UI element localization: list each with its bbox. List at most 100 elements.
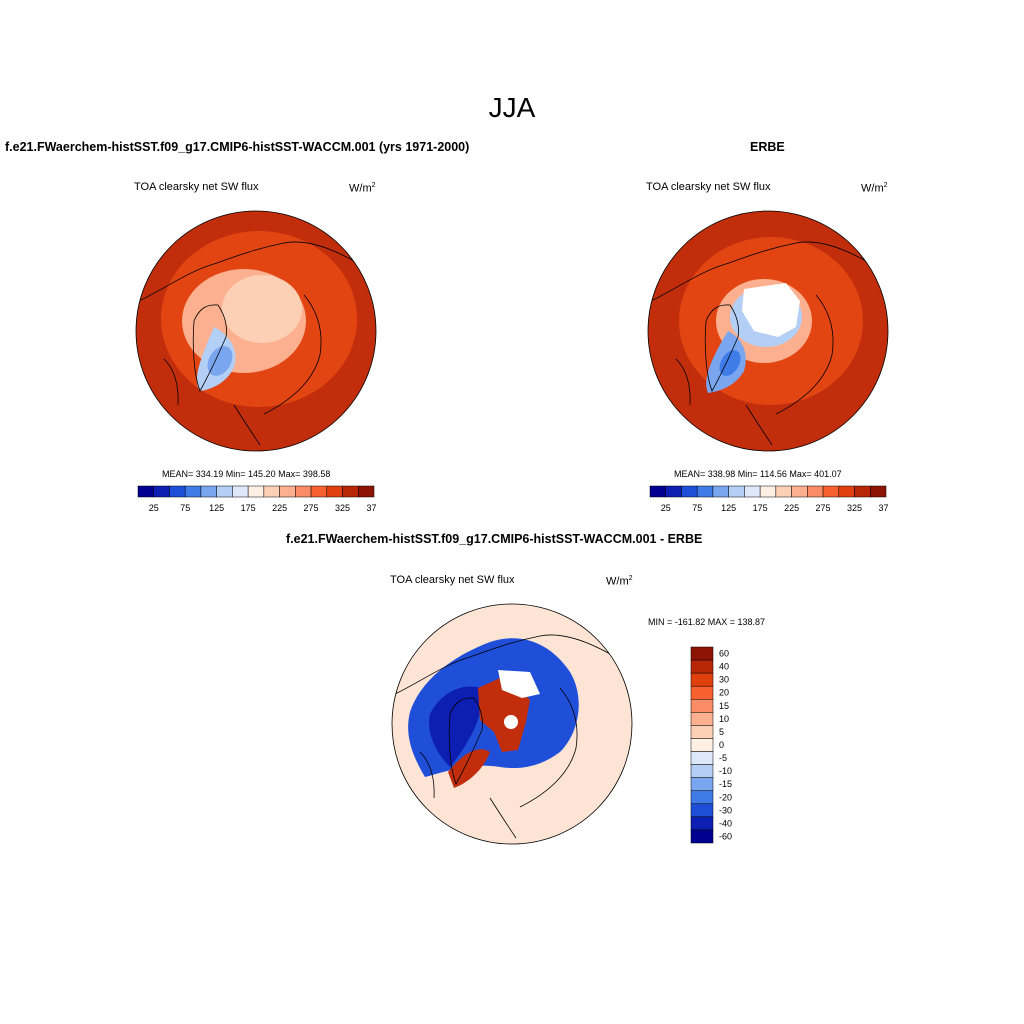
colorbar-tick-label: 225 — [784, 503, 799, 513]
colorbar-tick-label: 5 — [719, 727, 724, 737]
colorbar-box — [279, 485, 296, 498]
colorbar-box — [712, 485, 729, 498]
colorbar-box — [690, 751, 714, 765]
colorbar-tick-label: 175 — [753, 503, 768, 513]
colorbar-tick-label: 15 — [719, 701, 729, 711]
figure-title: JJA — [488, 92, 536, 123]
colorbar-tick-label: 75 — [692, 503, 702, 513]
panel2-stats: MEAN= 338.98 Min= 114.56 Max= 401.07 — [674, 469, 842, 479]
colorbar-box — [690, 646, 714, 661]
colorbar-box — [690, 672, 714, 687]
colorbar-box — [200, 485, 217, 498]
panel3-colorbar: 60 40 30 20 15 10 5 0 -5 -10 -15 -20 -30 -40 -60 — [690, 646, 732, 844]
panel1-coastlines — [138, 241, 355, 446]
colorbar-tick-label: 375 — [366, 503, 376, 513]
colorbar-tick-label: 30 — [719, 675, 729, 685]
colorbar-tick-label: -60 — [719, 831, 732, 841]
panel2-units: W/m2 — [861, 182, 888, 195]
colorbar-box — [744, 485, 761, 498]
panel2-colorbar: 25 75 125 175 225 275 325 375 — [649, 485, 888, 513]
panel2-map-border — [647, 210, 889, 452]
panel3-positive-core — [478, 678, 530, 752]
colorbar-box — [690, 777, 714, 791]
colorbar-tick-label: 175 — [241, 503, 256, 513]
colorbar-tick-label: 25 — [149, 503, 159, 513]
colorbar-box — [295, 485, 312, 498]
panel3-positive-streak — [448, 749, 490, 788]
colorbar-box — [728, 485, 745, 498]
colorbar-box — [690, 829, 714, 844]
colorbar-box — [690, 699, 714, 713]
colorbar-box — [870, 485, 887, 498]
panel3-coastlines — [394, 634, 611, 839]
colorbar-box — [690, 738, 714, 752]
panel3-pole-hole — [504, 715, 518, 729]
panel1-stats: MEAN= 334.19 Min= 145.20 Max= 398.58 — [162, 469, 331, 479]
panel3-units: W/m2 — [606, 575, 633, 588]
panel1-colorbar: 25 75 125 175 225 275 325 375 — [137, 485, 376, 513]
colorbar-box — [184, 485, 202, 498]
colorbar-box — [838, 485, 855, 498]
panel1-greenland-core — [207, 346, 233, 376]
colorbar-box — [690, 685, 714, 700]
colorbar-tick-label: 375 — [878, 503, 888, 513]
colorbar-tick-label: 225 — [272, 503, 287, 513]
colorbar-box — [263, 485, 280, 498]
colorbar-tick-label: -30 — [719, 805, 732, 815]
colorbar-tick-label: 325 — [335, 503, 350, 513]
colorbar-box — [690, 712, 714, 726]
colorbar-tick-label: 125 — [721, 503, 736, 513]
panel2-coastlines — [650, 241, 867, 446]
colorbar-box — [690, 803, 714, 818]
panel1-variable-label: TOA clearsky net SW flux — [134, 181, 259, 193]
panel3-case-title: f.e21.FWaerchem-histSST.f09_g17.CMIP6-hi… — [286, 532, 703, 546]
colorbar-tick-label: -20 — [719, 792, 732, 802]
panel1-pale-field — [222, 275, 302, 343]
colorbar-box — [690, 816, 714, 831]
colorbar-box — [169, 485, 186, 498]
colorbar-box — [310, 485, 328, 498]
colorbar-box — [690, 790, 714, 805]
colorbar-box — [137, 485, 154, 498]
colorbar-tick-label: 20 — [719, 688, 729, 698]
colorbar-box — [649, 485, 666, 498]
colorbar-tick-label: -15 — [719, 779, 732, 789]
panel2-missing-field — [742, 283, 800, 337]
colorbar-tick-label: 60 — [719, 649, 729, 659]
colorbar-box — [807, 485, 824, 498]
panel2-greenland-core — [719, 350, 741, 376]
colorbar-box — [690, 725, 714, 739]
colorbar-box — [247, 485, 265, 498]
colorbar-box — [822, 485, 840, 498]
colorbar-tick-label: 275 — [816, 503, 831, 513]
colorbar-box — [216, 485, 233, 498]
panel1-map-border — [135, 210, 377, 452]
colorbar-tick-label: 75 — [180, 503, 190, 513]
panel3-missing-field — [498, 670, 540, 698]
colorbar-tick-label: 0 — [719, 740, 724, 750]
colorbar-box — [326, 485, 343, 498]
colorbar-box — [681, 485, 698, 498]
colorbar-box — [759, 485, 777, 498]
panel2-case-title: ERBE — [750, 140, 785, 154]
colorbar-tick-label: 275 — [304, 503, 319, 513]
colorbar-box — [342, 485, 359, 498]
colorbar-tick-label: -5 — [719, 753, 727, 763]
colorbar-tick-label: -40 — [719, 818, 732, 828]
colorbar-box — [696, 485, 714, 498]
colorbar-tick-label: 125 — [209, 503, 224, 513]
panel3-variable-label: TOA clearsky net SW flux — [390, 574, 515, 586]
colorbar-box — [791, 485, 808, 498]
panel3-stats: MIN = -161.82 MAX = 138.87 — [648, 617, 766, 627]
panel2-polar-map — [647, 210, 889, 452]
panel1-polar-map — [135, 210, 377, 452]
colorbar-tick-label: 325 — [847, 503, 862, 513]
colorbar-tick-label: 10 — [719, 714, 729, 724]
colorbar-box — [690, 764, 714, 778]
colorbar-tick-label: -10 — [719, 766, 732, 776]
colorbar-tick-label: 25 — [661, 503, 671, 513]
colorbar-box — [358, 485, 375, 498]
colorbar-box — [232, 485, 249, 498]
colorbar-box — [665, 485, 682, 498]
